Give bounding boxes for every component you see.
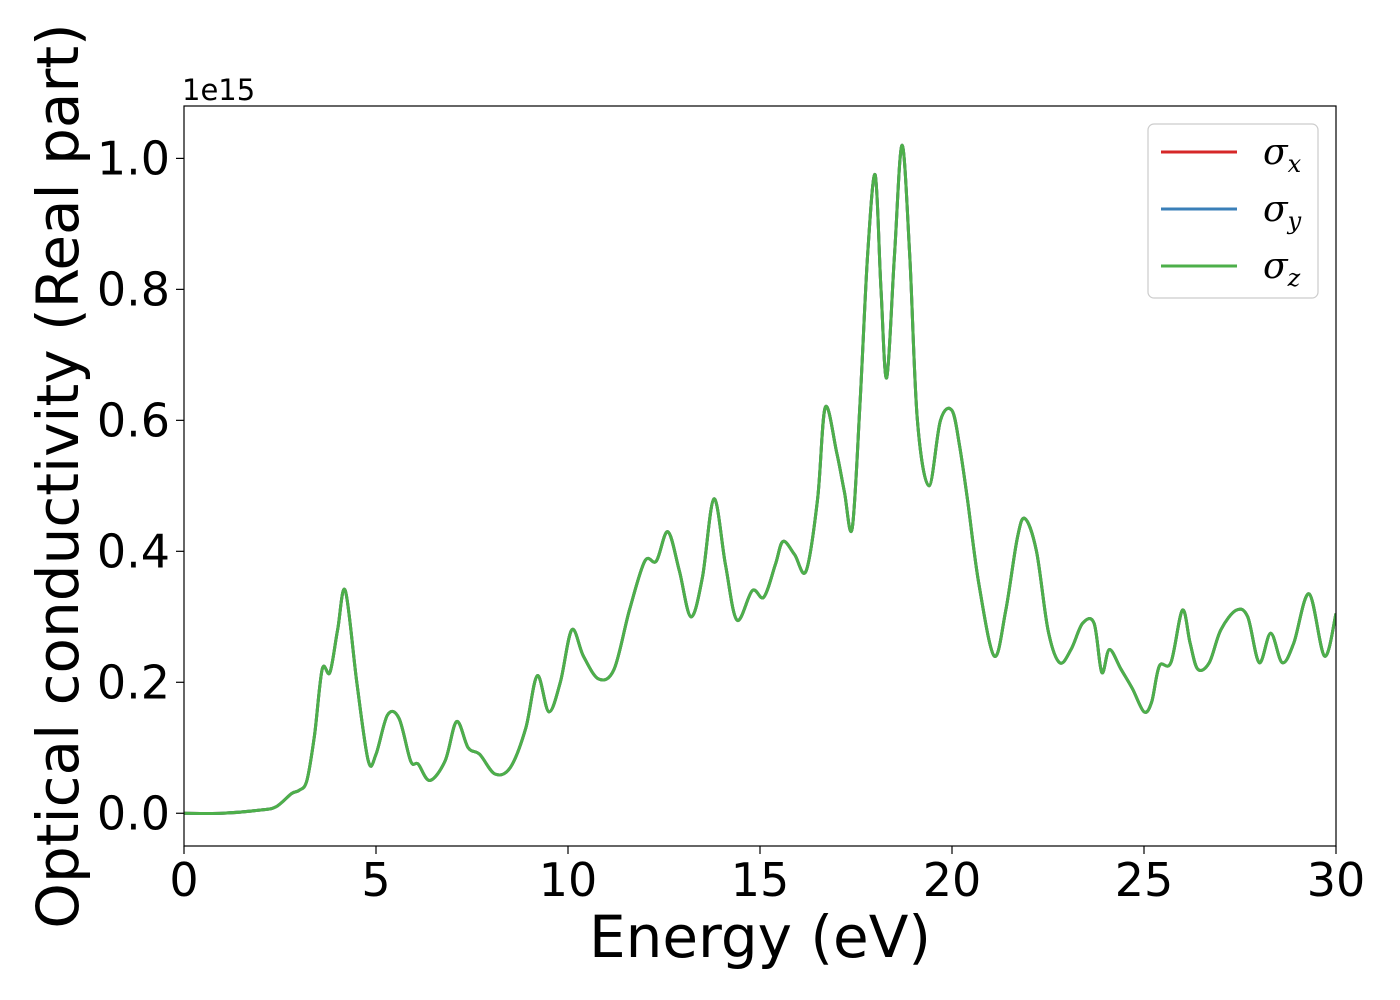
y-axis-label: Optical conductivity (Real part) (24, 23, 92, 928)
series-layer (184, 143, 1336, 816)
x-tick-label: 0 (169, 853, 198, 907)
y-tick-label: 1.0 (97, 131, 170, 185)
y-tick-label: 0.6 (97, 393, 170, 447)
x-tick-label: 15 (731, 853, 790, 907)
x-tick-label: 25 (1115, 853, 1174, 907)
x-axis-label: Energy (eV) (589, 903, 931, 971)
y-tick-label: 0.8 (97, 262, 170, 316)
x-tick-label: 30 (1307, 853, 1366, 907)
legend-frame (1147, 123, 1319, 299)
x-tick-label: 20 (923, 853, 982, 907)
y-tick-label: 0.4 (97, 524, 170, 578)
y-offset-label: 1e15 (182, 73, 255, 107)
x-axis: 0 5 10 15 20 25 30 (169, 846, 1365, 907)
plot-background (184, 106, 1336, 846)
x-tick-label: 10 (539, 853, 598, 907)
y-tick-label: 0.0 (97, 786, 170, 840)
y-axis: 0.0 0.2 0.4 0.6 0.8 1.0 (97, 131, 184, 840)
x-tick-label: 5 (361, 853, 390, 907)
series-line-σz (184, 143, 1336, 816)
y-tick-label: 0.2 (97, 655, 170, 709)
